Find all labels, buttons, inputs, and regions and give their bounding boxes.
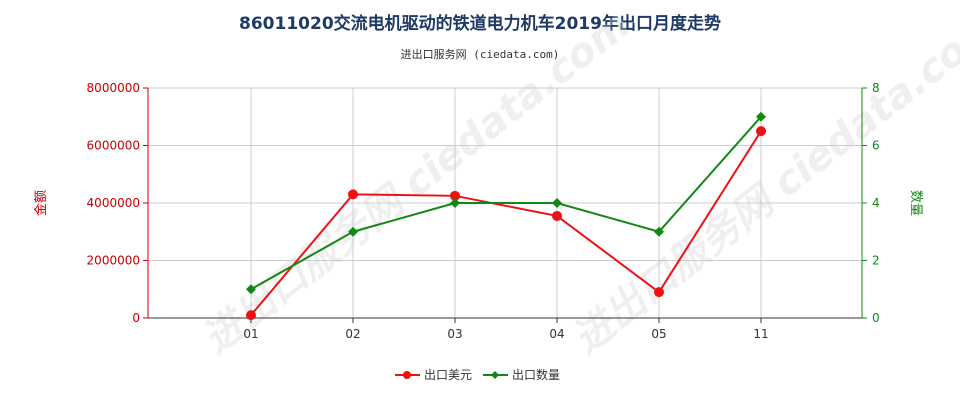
data-point-export-qty (348, 226, 358, 237)
right-axis-title: 数量 (908, 190, 923, 216)
series-line-export-qty (250, 116, 762, 291)
data-point-export-usd (450, 190, 460, 201)
x-axis-tick-label: 04 (549, 327, 564, 341)
data-point-export-usd (552, 210, 562, 221)
data-point-export-usd (654, 287, 664, 298)
right-axis-tick-label: 6 (872, 139, 880, 153)
chart-subtitle: 进出口服务网 (ciedata.com) (400, 48, 560, 61)
data-point-export-usd (756, 126, 766, 137)
data-point-export-qty (450, 198, 460, 208)
left-axis-tick-label: 2000000 (87, 254, 140, 268)
left-axis-title: 金额 (33, 190, 49, 216)
x-axis-tick-label: 05 (651, 327, 666, 341)
left-axis-tick-label: 0 (132, 311, 140, 325)
right-axis-tick-label: 0 (872, 311, 880, 325)
chart-title: 86011020交流电机驱动的铁道电力机车2019年出口月度走势 (239, 14, 721, 34)
legend-label-usd: 出口美元 (424, 368, 472, 382)
series-line-export-usd (250, 130, 762, 316)
x-axis-tick-label: 03 (447, 327, 462, 341)
legend: 出口美元 出口数量 (395, 367, 560, 382)
left-axis-tick-label: 4000000 (87, 196, 140, 210)
legend-swatch-marker-qty (491, 371, 499, 379)
right-axis-tick-label: 2 (872, 254, 880, 268)
data-point-export-qty (246, 284, 256, 295)
legend-label-qty: 出口数量 (512, 367, 560, 382)
legend-swatch-marker-usd (403, 371, 411, 379)
x-axis-tick-label: 11 (753, 327, 768, 341)
right-axis-tick-label: 4 (872, 196, 880, 210)
data-point-export-qty (552, 198, 562, 208)
left-axis-tick-label: 6000000 (87, 139, 140, 153)
data-point-export-usd (348, 189, 358, 200)
left-axis-tick-label: 8000000 (87, 81, 140, 95)
data-point-export-qty (654, 226, 664, 237)
x-axis-tick-label: 02 (345, 327, 360, 341)
right-axis-tick-label: 8 (872, 81, 880, 95)
x-axis-tick-label: 01 (243, 327, 258, 341)
data-point-export-qty (756, 111, 766, 122)
data-point-export-usd (246, 310, 256, 321)
